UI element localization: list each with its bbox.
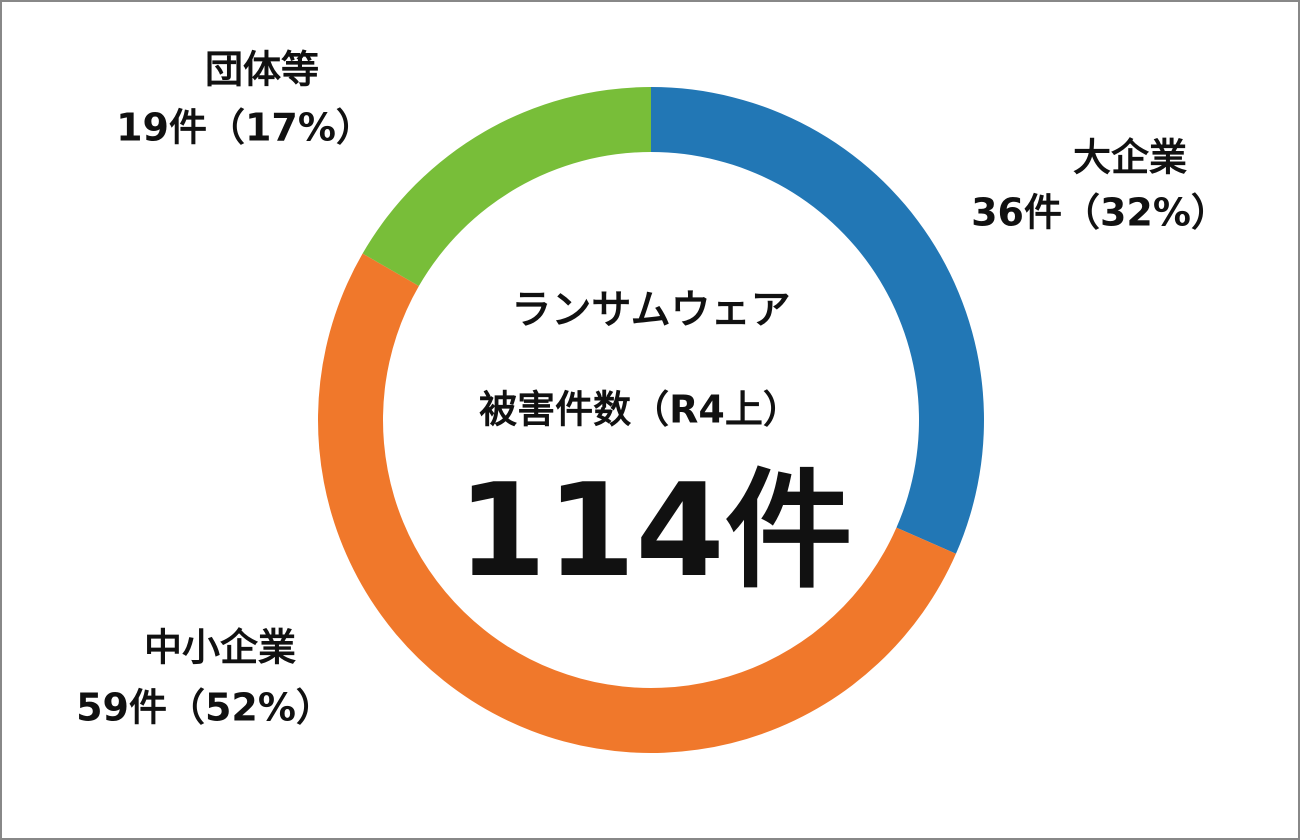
center-subtitle: 被害件数（R4上） — [479, 388, 801, 432]
slice-name: 団体等 — [205, 48, 319, 92]
slice-name: 大企業 — [1073, 136, 1187, 180]
slice-value-label: 36件（32%） — [971, 191, 1229, 235]
center-title: ランサムウェア — [511, 287, 790, 333]
center-total: 114件 — [457, 457, 852, 606]
slice-name: 中小企業 — [144, 626, 296, 670]
donut — [317, 87, 984, 753]
donut-slice — [651, 87, 984, 554]
slice-value-label: 59件（52%） — [76, 686, 334, 730]
donut-slice — [317, 253, 956, 753]
slice-value-label: 19件（17%） — [116, 106, 374, 150]
donut-slice — [362, 87, 651, 286]
